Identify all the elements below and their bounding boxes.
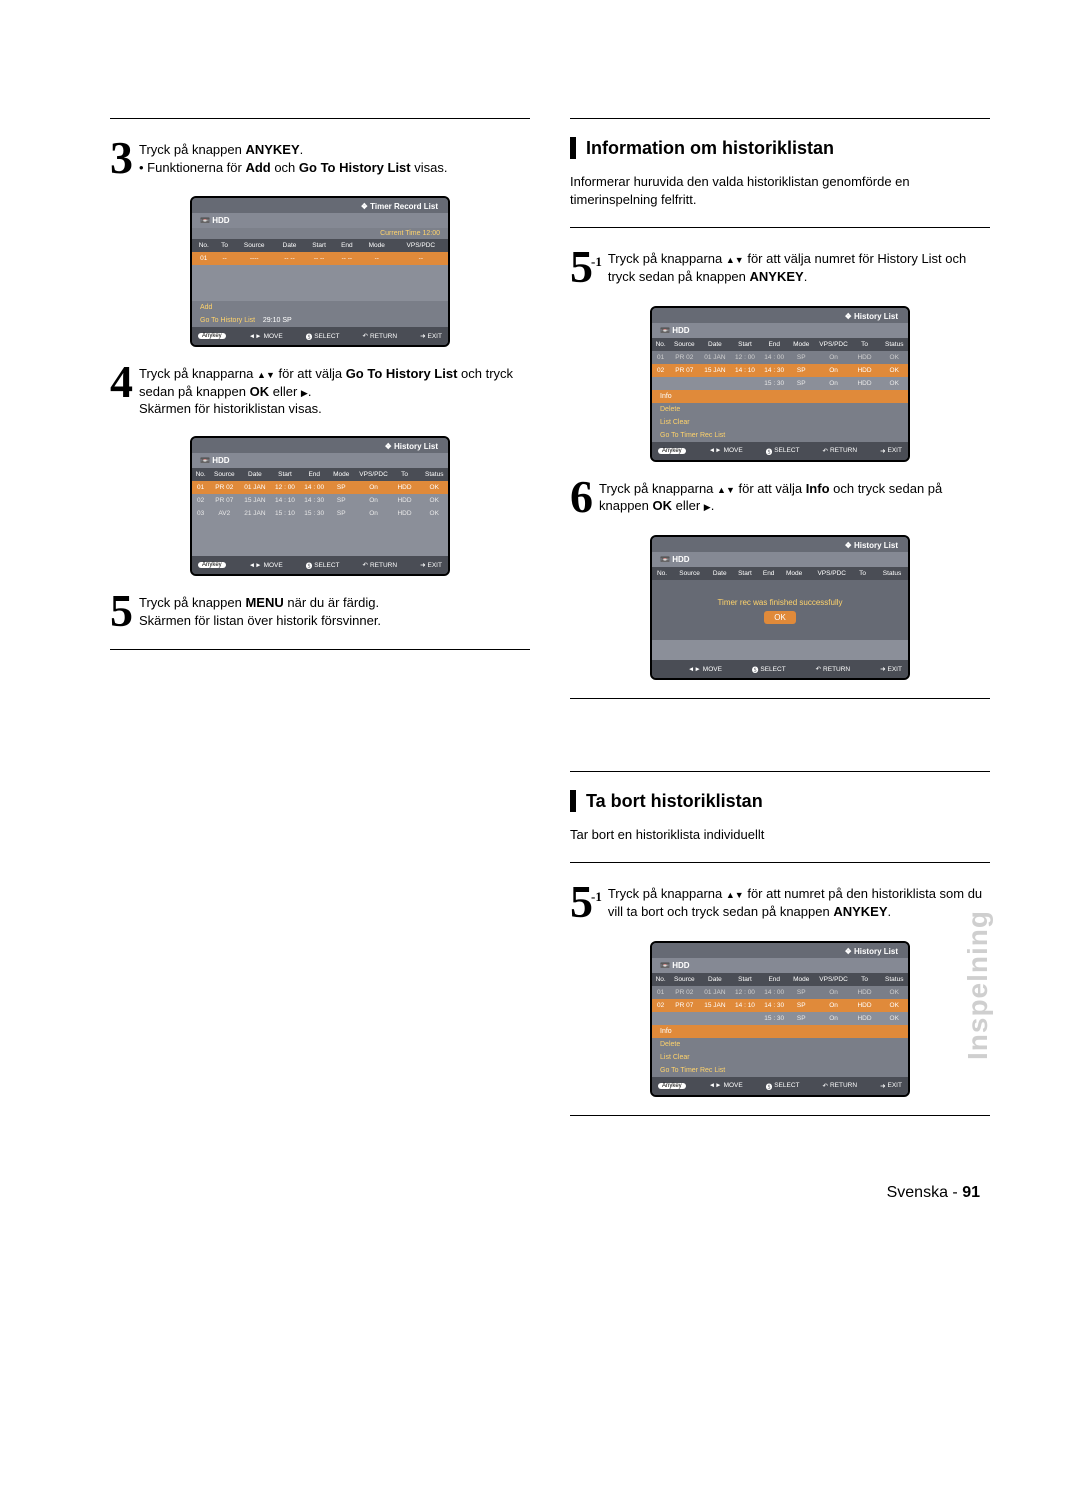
- osd-history-list-d: History List 📼 HDD No.SourceDateStartEnd…: [650, 535, 910, 680]
- step-text: Tryck på knapparna för att välja numret …: [608, 246, 990, 285]
- step-text: Tryck på knapparna för att numret på den…: [608, 881, 990, 920]
- step-5-1b: 5-1 Tryck på knapparna för att numret på…: [570, 881, 990, 922]
- side-tab: Inspelning: [962, 910, 994, 1060]
- section-intro: Informerar huruvida den valda historikli…: [570, 173, 990, 209]
- step-number: 5-1: [570, 246, 602, 287]
- step-5: 5 Tryck på knappen MENU när du är färdig…: [110, 590, 530, 631]
- section-intro-2: Tar bort en historiklista individuellt: [570, 826, 990, 844]
- step-text: Tryck på knapparna för att välja Info oc…: [599, 476, 990, 515]
- step-number: 3: [110, 137, 133, 178]
- right-column: Information om historiklistan Informerar…: [570, 100, 990, 1134]
- step-number: 6: [570, 476, 593, 517]
- step-text: Tryck på knappen MENU när du är färdig. …: [139, 590, 381, 629]
- step-4: 4 Tryck på knapparna för att välja Go To…: [110, 361, 530, 418]
- step-6: 6 Tryck på knapparna för att välja Info …: [570, 476, 990, 517]
- page-footer: Svenska - 91: [110, 1184, 990, 1202]
- step-5-1: 5-1 Tryck på knapparna för att välja num…: [570, 246, 990, 287]
- step-text: Tryck på knappen ANYKEY. • Funktionerna …: [139, 137, 447, 176]
- step-number: 4: [110, 361, 133, 402]
- left-column: 3 Tryck på knappen ANYKEY. • Funktionern…: [110, 100, 530, 1134]
- section-info-heading: Information om historiklistan: [570, 137, 990, 159]
- step-3: 3 Tryck på knappen ANYKEY. • Funktionern…: [110, 137, 530, 178]
- step-number: 5: [110, 590, 133, 631]
- osd-history-list-e: History List 📼 HDD No.SourceDateStartEnd…: [650, 941, 910, 1097]
- osd-history-list-b: History List 📼 HDD No.SourceDateStartEnd…: [190, 436, 450, 576]
- section-delete-heading: Ta bort historiklistan: [570, 790, 990, 812]
- step-number: 5-1: [570, 881, 602, 922]
- osd-history-list-c: History List 📼 HDD No.SourceDateStartEnd…: [650, 306, 910, 462]
- step-text: Tryck på knapparna för att välja Go To H…: [139, 361, 530, 418]
- osd-timer-record-list: Timer Record List 📼 HDD Current Time 12:…: [190, 196, 450, 347]
